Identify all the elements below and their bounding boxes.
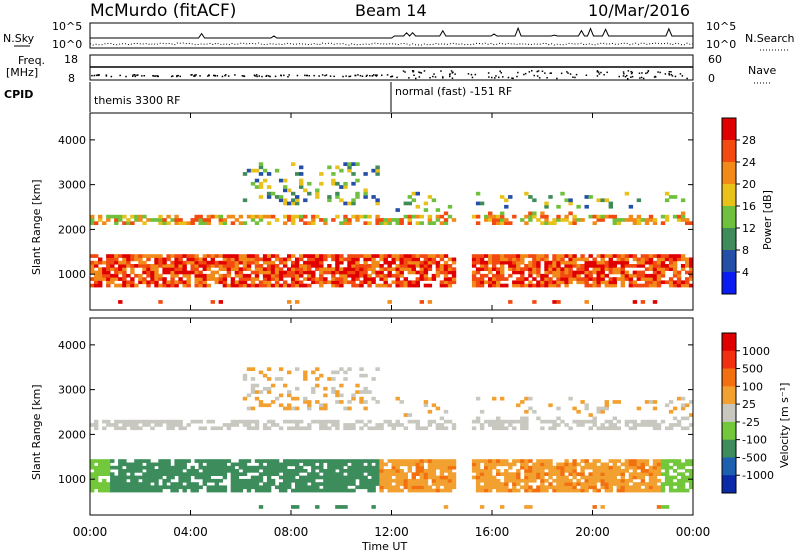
velocity-colorbar-segment [722, 350, 736, 369]
x-axis: 00:00 04:00 08:00 12:00 16:00 20:00 00:00 [73, 113, 711, 539]
velocity-colorbar-tick: -1000 [742, 469, 774, 482]
velocity-colorbar-segment [722, 404, 736, 423]
velocity-colorbar-tick: 25 [742, 398, 756, 411]
noise-top-tick-right: 10^5 [706, 20, 736, 33]
cpid-program-normal: normal (fast) -151 RF [395, 85, 512, 98]
noise-search-trace [89, 42, 694, 46]
x-tick-label: 00:00 [73, 525, 108, 539]
velocity-colorbar-label: Velocity [m s⁻¹] [778, 383, 791, 468]
nave-top-tick: 60 [708, 53, 722, 66]
cpid-program-themis: themis 3300 RF [94, 94, 181, 107]
power-ytick-label: 1000 [58, 268, 86, 281]
velocity-colorbar-tick: 500 [742, 363, 763, 376]
velocity-colorbar-segment [722, 368, 736, 387]
noise-sky-label: N.Sky [3, 32, 35, 45]
power-ytick-label: 3000 [58, 179, 86, 192]
velocity-colorbar-segment [722, 333, 736, 352]
velocity-colorbar-tick: 100 [742, 380, 763, 393]
nave-bottom-tick: 0 [708, 72, 715, 85]
power-colorbar-tick: 8 [742, 244, 749, 257]
power-colorbar-label: Power [dB] [761, 190, 774, 250]
beam-title: Beam 14 [355, 1, 427, 20]
power-colorbar-segment [722, 272, 736, 295]
power-ylabel: Slant Range [km] [30, 179, 43, 275]
power-panel: 1000 2000 3000 4000 Slant Range [km] 4 8 12 16… [30, 112, 774, 311]
noise-search-label: N.Search [745, 32, 795, 45]
power-ytick-label: 4000 [58, 134, 86, 147]
velocity-colorbar-tick: 1000 [742, 345, 770, 358]
power-ytick-label: 2000 [58, 223, 86, 236]
noise-top-tick-left: 10^5 [52, 20, 82, 33]
noise-bottom-tick-right: 10^0 [706, 38, 736, 51]
noise-panel: N.Sky 10^5 10^0 10^5 10^0 N.Search [3, 20, 795, 51]
velocity-ytick-label: 1000 [58, 473, 86, 486]
power-colorbar-segment [722, 206, 736, 229]
velocity-colorbar-segment [722, 457, 736, 476]
x-tick-label: 04:00 [173, 525, 208, 539]
power-colorbar-segment [722, 118, 736, 141]
power-colorbar-segment [722, 140, 736, 163]
power-colorbar-segment [722, 162, 736, 185]
velocity-colorbar-segment [722, 439, 736, 458]
nave-trace [91, 70, 688, 80]
velocity-ylabel: Slant Range [km] [30, 384, 43, 480]
power-colorbar-tick: 16 [742, 200, 756, 213]
power-colorbar-segment [722, 184, 736, 207]
velocity-panel: 1000 2000 3000 4000 Slant Range [km] 1000 50… [30, 317, 791, 516]
velocity-heatmap [90, 367, 694, 509]
velocity-colorbar-segment [722, 475, 736, 494]
freq-panel: Freq. [MHz] 18 8 60 0 Nave [6, 53, 776, 85]
freq-bottom-tick: 8 [68, 72, 75, 85]
velocity-ytick-label: 2000 [58, 428, 86, 441]
power-colorbar-tick: 12 [742, 222, 756, 235]
noise-sky-trace [90, 26, 693, 39]
cpid-label: CPID [4, 88, 33, 101]
freq-top-tick: 18 [64, 53, 78, 66]
x-tick-label: 12:00 [374, 525, 409, 539]
power-colorbar-segment [722, 228, 736, 251]
power-colorbar-segment [722, 250, 736, 273]
power-heatmap [90, 162, 694, 304]
noise-bottom-tick-left: 10^0 [52, 38, 82, 51]
x-tick-label: 20:00 [575, 525, 610, 539]
power-colorbar-tick: 4 [742, 266, 749, 279]
x-axis-label: Time UT [361, 540, 407, 553]
freq-label-line2: [MHz] [6, 66, 38, 79]
cpid-panel: CPID themis 3300 RF normal (fast) -151 R… [4, 82, 694, 112]
velocity-ytick-label: 3000 [58, 384, 86, 397]
velocity-colorbar-tick: -100 [742, 434, 767, 447]
station-title: McMurdo (fitACF) [90, 1, 236, 21]
x-tick-label: 00:00 [676, 525, 711, 539]
power-colorbar-tick: 20 [742, 178, 756, 191]
power-colorbar: 4 8 12 16 20 24 28 [721, 117, 756, 295]
freq-label-line1: Freq. [18, 54, 45, 67]
power-colorbar-tick: 28 [742, 134, 756, 147]
velocity-colorbar-segment [722, 421, 736, 440]
velocity-colorbar-tick: -25 [742, 416, 760, 429]
velocity-ytick-label: 4000 [58, 339, 86, 352]
x-tick-label: 08:00 [274, 525, 309, 539]
date-title: 10/Mar/2016 [588, 1, 690, 20]
x-tick-label: 16:00 [475, 525, 510, 539]
velocity-colorbar-tick: -500 [742, 451, 767, 464]
nave-label: Nave [748, 64, 776, 77]
velocity-colorbar-segment [722, 386, 736, 405]
power-colorbar-tick: 24 [742, 156, 756, 169]
velocity-colorbar: 1000 500 100 25 -25 -100 -500 -1000 [721, 332, 774, 494]
